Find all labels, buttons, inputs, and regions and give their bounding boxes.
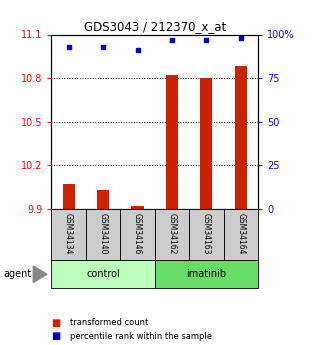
Text: GSM34140: GSM34140 <box>99 213 108 254</box>
Bar <box>63 184 74 209</box>
Bar <box>120 209 155 260</box>
Title: GDS3043 / 212370_x_at: GDS3043 / 212370_x_at <box>84 20 226 33</box>
Bar <box>224 209 258 260</box>
Text: GSM34146: GSM34146 <box>133 213 142 254</box>
Text: ■: ■ <box>51 318 61 327</box>
Bar <box>51 260 155 288</box>
Text: GSM34162: GSM34162 <box>167 213 176 254</box>
Text: imatinib: imatinib <box>186 269 226 279</box>
Text: GSM34134: GSM34134 <box>64 213 73 254</box>
Text: GSM34164: GSM34164 <box>236 213 246 254</box>
Bar <box>155 260 258 288</box>
Bar <box>86 209 120 260</box>
Point <box>238 35 244 41</box>
Text: control: control <box>86 269 120 279</box>
Point <box>66 44 71 49</box>
Bar <box>201 78 213 209</box>
Bar <box>235 67 247 209</box>
Point <box>204 37 209 42</box>
Point <box>100 44 106 49</box>
Bar <box>51 209 86 260</box>
Bar <box>189 209 224 260</box>
Point <box>135 47 140 53</box>
Bar <box>166 75 178 209</box>
Bar <box>131 206 144 209</box>
Text: percentile rank within the sample: percentile rank within the sample <box>70 332 212 341</box>
Text: transformed count: transformed count <box>70 318 148 327</box>
Bar <box>155 209 189 260</box>
Text: GSM34163: GSM34163 <box>202 213 211 254</box>
Text: ■: ■ <box>51 332 61 341</box>
Point <box>169 37 175 42</box>
Bar <box>97 190 109 209</box>
Polygon shape <box>33 266 47 283</box>
Text: agent: agent <box>3 269 31 279</box>
